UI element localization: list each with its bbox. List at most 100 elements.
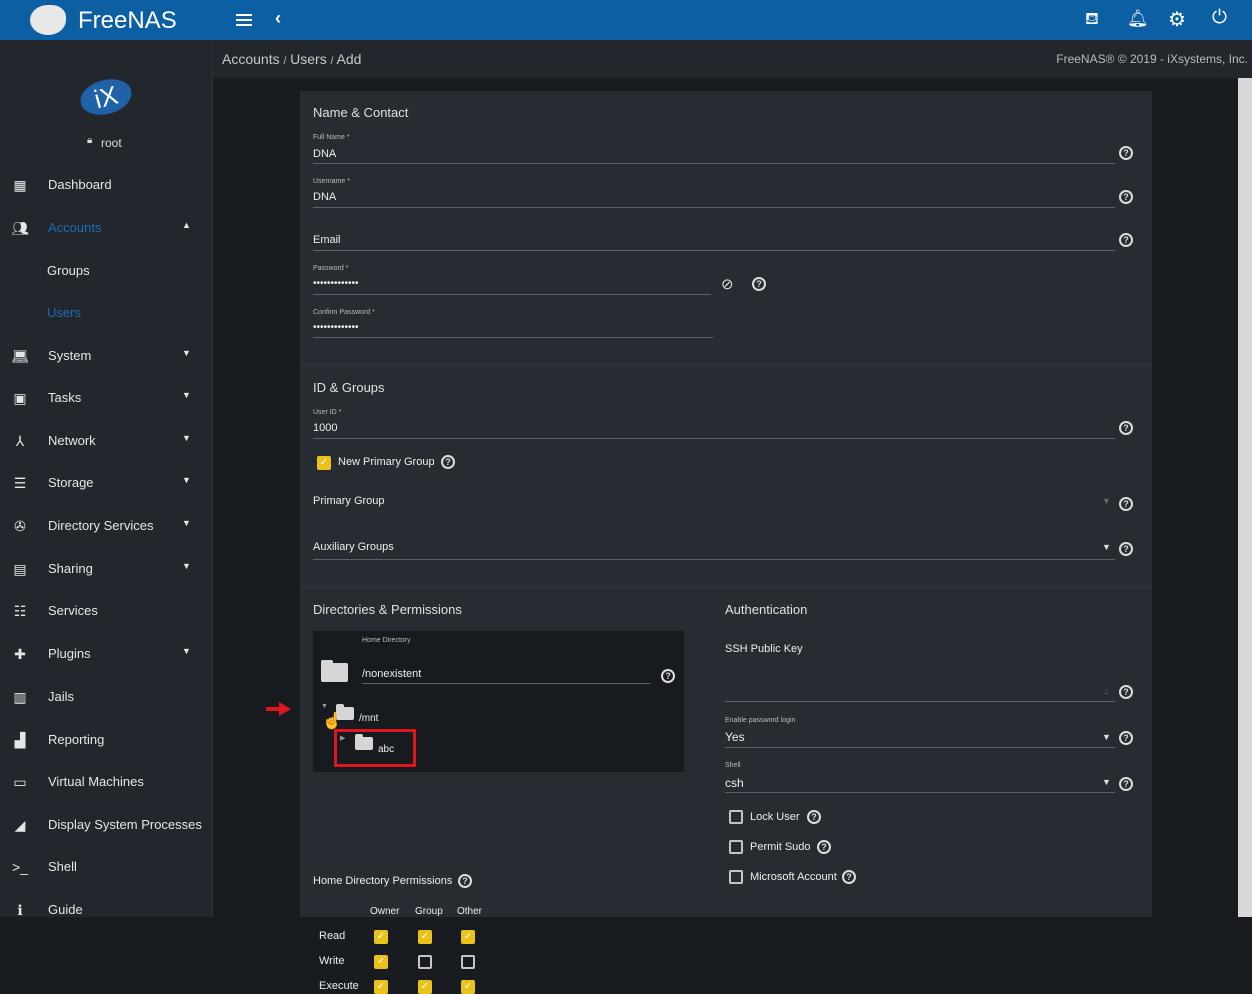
execute-other-checkbox[interactable]: ✓ <box>461 980 475 994</box>
confirm-password-input[interactable]: ••••••••••••• <box>313 322 359 333</box>
help-icon[interactable]: ? <box>1119 421 1133 435</box>
scrollbar[interactable] <box>1238 78 1252 917</box>
sidebar-item-jails[interactable]: ▥ Jails <box>0 682 213 712</box>
breadcrumb-accounts[interactable]: Accounts <box>222 51 280 67</box>
sidebar-item-display-system-processes[interactable]: ◢ Display System Processes <box>0 810 213 840</box>
directory-icon: ✇ <box>14 518 26 534</box>
help-icon[interactable]: ? <box>1119 685 1133 699</box>
home-directory-input[interactable]: /nonexistent <box>362 668 422 680</box>
name-contact-section: Name & Contact Full Name * DNA ? Usernam… <box>300 91 1152 365</box>
gear-icon[interactable]: ⚙ <box>1168 9 1186 31</box>
expand-toggle-icon[interactable]: ▼ <box>321 703 328 710</box>
sidebar-item-virtual-machines[interactable]: ▭ Virtual Machines <box>0 767 213 797</box>
sidebar-item-accounts[interactable]: 👥︎ Accounts ▲ <box>11 220 191 236</box>
folder-icon <box>321 660 348 682</box>
new-primary-group-checkbox[interactable]: ✓ <box>317 456 331 470</box>
help-icon[interactable]: ? <box>458 874 472 888</box>
password-input[interactable]: ••••••••••••• <box>313 278 359 289</box>
user-form-card: Name & Contact Full Name * DNA ? Usernam… <box>266 91 1152 994</box>
email-input[interactable]: Email <box>313 234 341 246</box>
shell-select[interactable]: csh <box>725 776 744 790</box>
full-name-input[interactable]: DNA <box>313 148 337 160</box>
write-other-checkbox[interactable] <box>461 955 475 969</box>
username-label: Username * <box>313 178 350 185</box>
help-icon[interactable]: ? <box>1119 233 1133 247</box>
eye-off-icon[interactable]: ⊘ <box>721 276 734 293</box>
section-title: ID & Groups <box>313 380 385 395</box>
tree-node-mnt[interactable]: /mnt <box>359 713 379 724</box>
sidebar-item-groups[interactable]: Groups <box>47 263 90 278</box>
read-group-checkbox[interactable]: ✓ <box>418 930 432 944</box>
theme-icon[interactable]: ⛾ <box>1085 9 1099 28</box>
read-other-checkbox[interactable]: ✓ <box>461 930 475 944</box>
permit-sudo-checkbox[interactable] <box>729 840 743 854</box>
expand-toggle-icon[interactable]: ▶ <box>340 735 346 742</box>
new-primary-group-label: New Primary Group <box>338 456 435 468</box>
caret-down-icon: ▼ <box>182 518 191 528</box>
microsoft-account-checkbox[interactable] <box>729 870 743 884</box>
user-id-input[interactable]: 1000 <box>313 422 338 434</box>
dropdown-arrow-icon: ▼ <box>1102 542 1111 552</box>
sidebar-item-plugins[interactable]: ✚ Plugins ▼ <box>0 639 213 669</box>
lock-user-checkbox[interactable] <box>729 810 743 824</box>
sidebar-item-system[interactable]: 💻︎ System ▼ <box>11 348 191 364</box>
write-owner-checkbox[interactable]: ✓ <box>374 955 388 969</box>
breadcrumb-users[interactable]: Users <box>290 51 327 67</box>
column-group: Group <box>415 906 443 917</box>
row-write: Write <box>319 955 345 967</box>
sidebar-item-shell[interactable]: >_ Shell <box>12 859 77 875</box>
hamburger-icon[interactable] <box>236 14 252 26</box>
network-icon: ⅄ <box>15 433 25 449</box>
sidebar-item-users[interactable]: Users <box>47 305 81 320</box>
sidebar-item-directory-services[interactable]: ✇ Directory Services ▼ <box>0 511 213 541</box>
caret-up-icon: ▲ <box>182 220 191 230</box>
sidebar-item-storage[interactable]: ☰ Storage ▼ <box>0 468 213 498</box>
help-icon[interactable]: ? <box>1119 190 1133 204</box>
caret-down-icon: ▼ <box>182 561 191 571</box>
username-input[interactable]: DNA <box>313 191 337 203</box>
read-owner-checkbox[interactable]: ✓ <box>374 930 388 944</box>
auxiliary-groups-select[interactable]: Auxiliary Groups <box>313 541 394 553</box>
resize-handle-icon[interactable]: .: <box>1104 689 1108 696</box>
help-icon[interactable]: ? <box>842 870 856 884</box>
copyright: FreeNAS® © 2019 - iXsystems, Inc. <box>1056 52 1248 66</box>
processes-icon: ◢ <box>14 817 26 833</box>
execute-group-checkbox[interactable]: ✓ <box>418 980 432 994</box>
sidebar-item-services[interactable]: ☷ Services <box>0 596 213 626</box>
sliders-icon: ☷ <box>13 603 27 619</box>
help-icon[interactable]: ? <box>1119 542 1133 556</box>
write-group-checkbox[interactable] <box>418 955 432 969</box>
caret-down-icon: ▼ <box>182 475 191 485</box>
laptop-icon: 💻︎ <box>11 348 29 364</box>
help-icon[interactable]: ? <box>752 277 766 291</box>
power-icon[interactable]: ⏻ <box>1212 7 1228 28</box>
caret-down-icon: ▼ <box>182 646 191 656</box>
execute-owner-checkbox[interactable]: ✓ <box>374 980 388 994</box>
sidebar-item-dashboard[interactable]: ▦ Dashboard <box>0 170 213 200</box>
chevron-left-icon[interactable]: ‹ <box>275 8 281 28</box>
sidebar-item-tasks[interactable]: ▣ Tasks ▼ <box>0 383 213 413</box>
sidebar: iX 🔒︎ root ▦ Dashboard 👥︎ Accounts ▲ Groups… <box>0 40 213 918</box>
help-icon[interactable]: ? <box>1119 731 1133 745</box>
help-icon[interactable]: ? <box>807 810 821 824</box>
sidebar-item-sharing[interactable]: ▤ Sharing ▼ <box>0 554 213 584</box>
column-other: Other <box>457 906 483 917</box>
row-read: Read <box>319 930 346 942</box>
help-icon[interactable]: ? <box>661 669 675 683</box>
password-login-select[interactable]: Yes <box>725 730 745 744</box>
help-icon[interactable]: ? <box>1119 497 1133 511</box>
help-icon[interactable]: ? <box>1119 146 1133 160</box>
help-icon[interactable]: ? <box>441 455 455 469</box>
help-icon[interactable]: ? <box>817 840 831 854</box>
help-icon[interactable]: ? <box>1119 777 1133 791</box>
sidebar-item-network[interactable]: ⅄ Network ▼ <box>0 426 213 456</box>
column-owner: Owner <box>370 906 400 917</box>
primary-group-select[interactable]: Primary Group <box>313 495 385 507</box>
caret-down-icon: ▼ <box>182 390 191 400</box>
sidebar-item-guide[interactable]: ℹ Guide <box>0 895 213 925</box>
ssh-public-key-input[interactable]: SSH Public Key <box>725 643 803 655</box>
sidebar-item-reporting[interactable]: ▟ Reporting <box>0 725 213 755</box>
bell-icon[interactable]: 🔔︎ <box>1127 9 1149 28</box>
tree-node-abc[interactable]: abc <box>378 744 395 755</box>
section-title: Authentication <box>725 602 808 617</box>
